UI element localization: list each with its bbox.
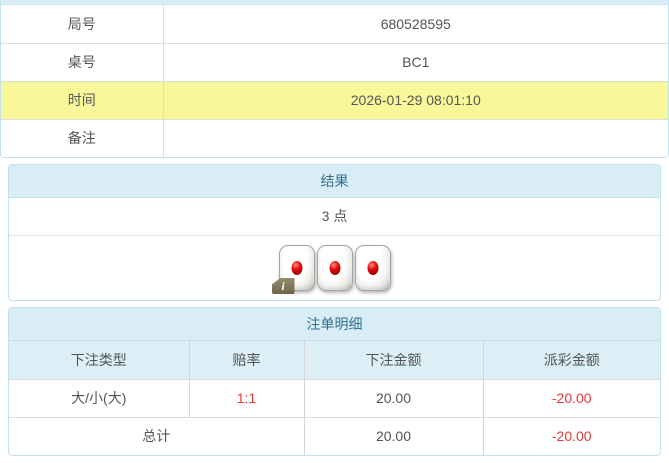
result-panel-title: 结果 [9,165,660,198]
table-row-remark: 备注 [1,118,668,157]
time-value: 2026-01-29 08:01:10 [163,80,668,119]
odds-cell: 1:1 [189,378,305,417]
bet-type-cell: 大/小(大) [9,378,190,417]
result-panel: 结果 3 点 i [8,164,661,301]
bets-header-row: 下注类型 赔率 下注金额 派彩金额 [9,341,660,379]
round-id-value: 680528595 [163,5,668,43]
time-label: 时间 [1,80,164,119]
die-1 [278,245,315,291]
bet-details-panel: 注单明细 下注类型 赔率 下注金额 派彩金额 大/小(大) 1:1 20.00 … [8,307,661,456]
table-row-table-id: 桌号 BC1 [1,42,668,81]
bet-details-table: 下注类型 赔率 下注金额 派彩金额 大/小(大) 1:1 20.00 -20.0… [9,341,660,455]
die-1-wrap: i [271,245,315,294]
table-id-value: BC1 [163,42,668,81]
game-info-table: 局号 680528595 桌号 BC1 时间 2026-01-29 08:01:… [1,5,668,157]
col-header-bet-amount: 下注金额 [304,341,484,379]
cropped-panel-heading [1,0,668,5]
table-id-label: 桌号 [1,42,164,81]
col-header-odds: 赔率 [189,341,305,379]
die-pip [367,261,378,275]
table-row-time: 时间 2026-01-29 08:01:10 [1,80,668,119]
col-header-payout-amount: 派彩金额 [483,341,660,379]
table-row-round-id: 局号 680528595 [1,5,668,43]
total-label-cell: 总计 [9,416,305,455]
result-points-text: 3 点 [9,198,660,236]
game-info-panel: 局号 680528595 桌号 BC1 时间 2026-01-29 08:01:… [0,0,669,158]
bet-details-title: 注单明细 [9,308,660,341]
die-pip [329,261,340,275]
die-3 [354,245,391,291]
die-2 [316,245,353,291]
die-pip [291,261,302,275]
bet-row: 大/小(大) 1:1 20.00 -20.00 [9,378,660,417]
payout-amount-cell: -20.00 [483,378,660,417]
info-badge-icon[interactable]: i [271,278,295,294]
remark-value [163,118,668,157]
total-bet-amount-cell: 20.00 [304,416,484,455]
dice-row: i [9,236,660,300]
bet-amount-cell: 20.00 [304,378,484,417]
total-row: 总计 20.00 -20.00 [9,416,660,455]
round-id-label: 局号 [1,5,164,43]
total-payout-amount-cell: -20.00 [483,416,660,455]
col-header-bet-type: 下注类型 [9,341,190,379]
remark-label: 备注 [1,118,164,157]
